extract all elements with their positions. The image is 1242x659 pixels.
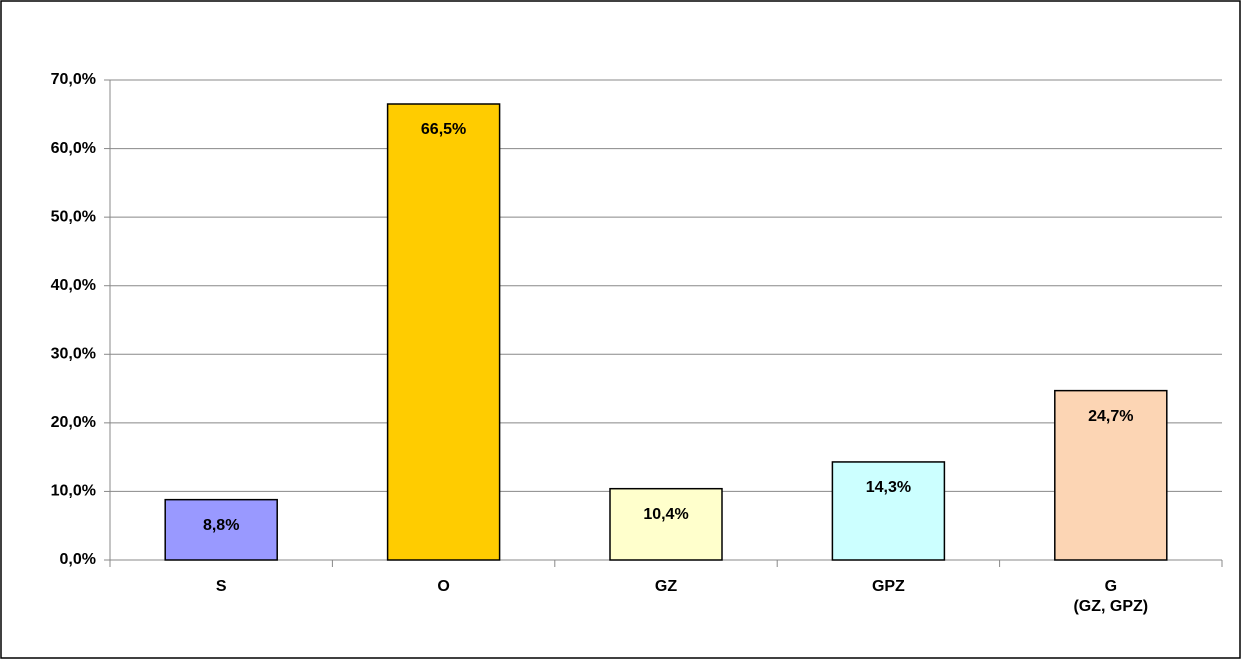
data-label: 10,4% <box>643 506 688 523</box>
data-label: 24,7% <box>1088 408 1133 425</box>
y-tick-label: 0,0% <box>60 551 96 568</box>
x-tick-label: GZ <box>654 578 678 595</box>
y-tick-label: 70,0% <box>51 71 96 88</box>
bar <box>164 498 278 561</box>
data-label: 8,8% <box>203 517 239 534</box>
x-tick-label: O <box>437 578 450 595</box>
y-tick-label: 40,0% <box>51 277 96 294</box>
x-tick-label: S <box>215 578 227 595</box>
y-tick-label: 30,0% <box>51 346 96 363</box>
x-tick-label: G (GZ, GPZ) <box>1073 578 1149 615</box>
bar <box>1054 389 1168 561</box>
y-tick-label: 10,0% <box>51 483 96 500</box>
data-label: 14,3% <box>866 479 911 496</box>
y-tick-label: 50,0% <box>51 208 96 225</box>
y-tick-label: 20,0% <box>51 414 96 431</box>
bar <box>609 487 723 561</box>
data-label: 66,5% <box>421 121 466 138</box>
x-tick-label: GPZ <box>871 578 905 595</box>
y-tick-label: 60,0% <box>51 140 96 157</box>
bar <box>831 461 946 561</box>
bar <box>386 103 501 561</box>
